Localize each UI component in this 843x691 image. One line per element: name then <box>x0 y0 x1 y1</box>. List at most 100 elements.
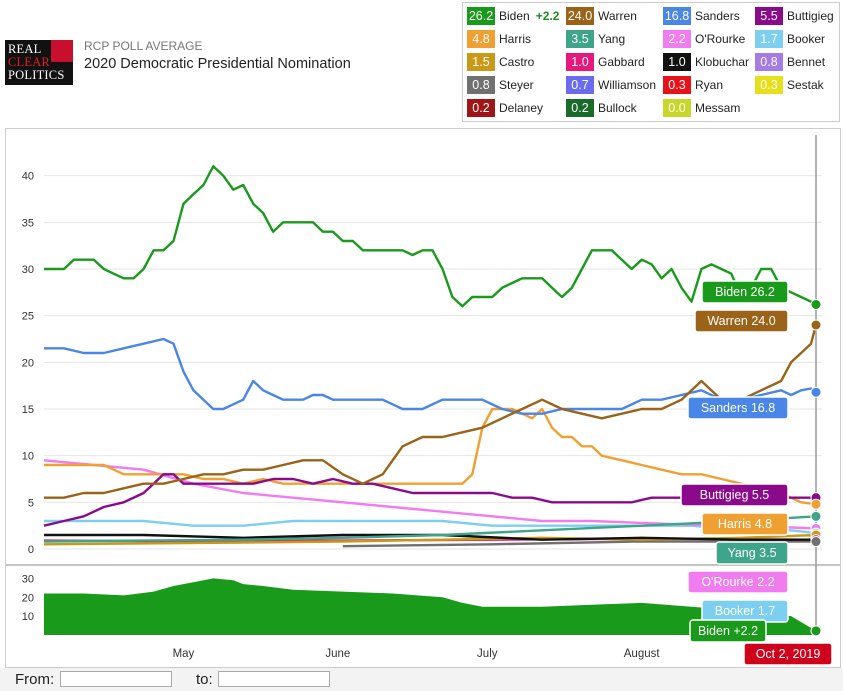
legend-item-buttigieg[interactable]: 5.5 Buttigieg <box>755 7 834 25</box>
volume-end-dot[interactable] <box>810 625 822 637</box>
legend-name: Gabbard <box>598 55 645 69</box>
legend-name: Booker <box>787 32 826 46</box>
y-tick-label: 10 <box>22 451 34 463</box>
legend-name: Delaney <box>499 101 544 115</box>
end-label-booker: Booker 1.7 <box>715 604 776 618</box>
legend-value-badge: 0.8 <box>467 76 495 94</box>
legend-name: Warren <box>598 9 637 23</box>
y-tick-label: 30 <box>22 264 34 276</box>
biden-lead-area[interactable] <box>44 578 816 635</box>
from-date-input[interactable] <box>60 671 172 687</box>
legend-item-sanders[interactable]: 16.8 Sanders <box>663 7 740 25</box>
poll-chart[interactable]: 0 5 10 15 20 25 30 35 40 10 20 30 May June July August S… <box>6 129 840 667</box>
x-tick-label: July <box>477 648 498 660</box>
chart-area[interactable]: 0 5 10 15 20 25 30 35 40 10 20 30 May June July August S… <box>5 128 841 668</box>
legend-item-harris[interactable]: 4.8 Harris <box>467 30 531 48</box>
legend-name: Biden <box>499 9 530 23</box>
legend-value-badge: 3.5 <box>566 30 594 48</box>
legend-item-biden[interactable]: 26.2 Biden +2.2 <box>467 7 563 25</box>
legend-name: Harris <box>499 32 531 46</box>
legend-value-badge: 0.2 <box>566 99 594 117</box>
legend-item-messam[interactable]: 0.0 Messam <box>663 99 740 117</box>
legend-item-yang[interactable]: 3.5 Yang <box>566 30 625 48</box>
legend-item-steyer[interactable]: 0.8 Steyer <box>467 76 534 94</box>
end-dot-biden[interactable] <box>810 298 822 310</box>
legend-item-booker[interactable]: 1.7 Booker <box>755 30 825 48</box>
volume-tick-label: 20 <box>22 592 34 604</box>
legend-value-badge: 16.8 <box>663 7 691 25</box>
end-label-box <box>715 541 789 565</box>
rcp-logo[interactable]: REAL CLEAR POLITICS <box>5 40 73 85</box>
end-label-box <box>694 309 789 333</box>
legend-item-gabbard[interactable]: 1.0 Gabbard <box>566 53 645 71</box>
y-tick-label: 35 <box>22 217 34 229</box>
page-title: 2020 Democratic Presidential Nomination <box>84 56 351 72</box>
legend-value-badge: 2.2 <box>663 30 691 48</box>
to-date-input[interactable] <box>218 671 330 687</box>
legend-value-badge: 0.0 <box>663 99 691 117</box>
legend-name: Messam <box>695 101 741 115</box>
series-line-buttigieg[interactable] <box>43 473 816 527</box>
legend-item-orourke[interactable]: 2.2 O'Rourke <box>663 30 745 48</box>
end-label-biden: Biden 26.2 <box>715 285 775 299</box>
legend-value-badge: 0.2 <box>467 99 495 117</box>
end-label-yang: Yang 3.5 <box>727 546 776 560</box>
legend-name: Steyer <box>499 78 534 92</box>
from-label: From: <box>15 671 55 688</box>
end-label-buttigieg: Buttigieg 5.5 <box>700 488 770 502</box>
legend-value-badge: 0.3 <box>755 76 783 94</box>
y-tick-label: 40 <box>22 171 34 183</box>
legend-item-klobuchar[interactable]: 1.0 Klobuchar <box>663 53 749 71</box>
legend-item-delaney[interactable]: 0.2 Delaney <box>467 99 543 117</box>
volume-tick-label: 30 <box>22 573 34 585</box>
legend-item-sestak[interactable]: 0.3 Sestak <box>755 76 824 94</box>
legend-value-badge: 1.7 <box>755 30 783 48</box>
legend-value-badge: 1.0 <box>663 53 691 71</box>
y-tick-label: 15 <box>22 404 34 416</box>
logo-line-2: CLEAR <box>8 55 50 69</box>
legend-value-badge: 0.8 <box>755 53 783 71</box>
to-label: to: <box>196 671 213 688</box>
hover-date-label: Oct 2, 2019 <box>756 647 821 661</box>
legend-name: Bullock <box>598 101 637 115</box>
legend-name: Buttigieg <box>787 9 834 23</box>
y-tick-label: 25 <box>22 311 34 323</box>
series-line-biden[interactable] <box>44 165 817 308</box>
x-tick-label: May <box>173 648 195 660</box>
x-tick-label: June <box>325 648 350 660</box>
poll-average-subtitle: RCP POLL AVERAGE <box>84 39 203 53</box>
legend-item-bullock[interactable]: 0.2 Bullock <box>566 99 637 117</box>
end-dot-harris[interactable] <box>810 498 822 510</box>
logo-red-corner <box>51 40 73 62</box>
legend-item-bennet[interactable]: 0.8 Bennet <box>755 53 825 71</box>
y-tick-label: 0 <box>28 544 34 556</box>
legend-item-williamson[interactable]: 0.7 Williamson <box>566 76 656 94</box>
legend-value-badge: 24.0 <box>566 7 594 25</box>
legend-name: Sestak <box>787 78 824 92</box>
end-label-warren: Warren 24.0 <box>707 314 775 328</box>
hover-date-box <box>743 642 833 666</box>
end-label-box <box>680 483 789 507</box>
legend-value-badge: 1.5 <box>467 53 495 71</box>
end-label-orourke: O'Rourke 2.2 <box>701 575 774 589</box>
legend-item-castro[interactable]: 1.5 Castro <box>467 53 534 71</box>
candidate-legend: 26.2 Biden +2.2 24.0 Warren 16.8 Sanders 5.5 But… <box>462 2 840 122</box>
legend-item-warren[interactable]: 24.0 Warren <box>566 7 637 25</box>
end-label-box <box>687 396 789 420</box>
end-label-box <box>687 570 789 594</box>
end-label-harris: Harris 4.8 <box>718 517 772 531</box>
legend-name: Ryan <box>695 78 724 92</box>
end-dot-warren[interactable] <box>810 319 822 331</box>
legend-value-badge: 0.7 <box>566 76 594 94</box>
end-dot-yang[interactable] <box>810 510 822 522</box>
legend-value-badge: 26.2 <box>467 7 495 25</box>
end-dot-steyer[interactable] <box>810 536 822 548</box>
legend-item-ryan[interactable]: 0.3 Ryan <box>663 76 723 94</box>
series-line-sanders[interactable] <box>44 337 817 415</box>
end-dot-sanders[interactable] <box>810 386 822 398</box>
logo-line-3: POLITICS <box>8 68 65 82</box>
legend-name: Klobuchar <box>695 55 750 69</box>
end-label-box <box>701 512 789 536</box>
x-tick-label: August <box>624 648 661 660</box>
logo-line-1: REAL <box>8 42 42 56</box>
